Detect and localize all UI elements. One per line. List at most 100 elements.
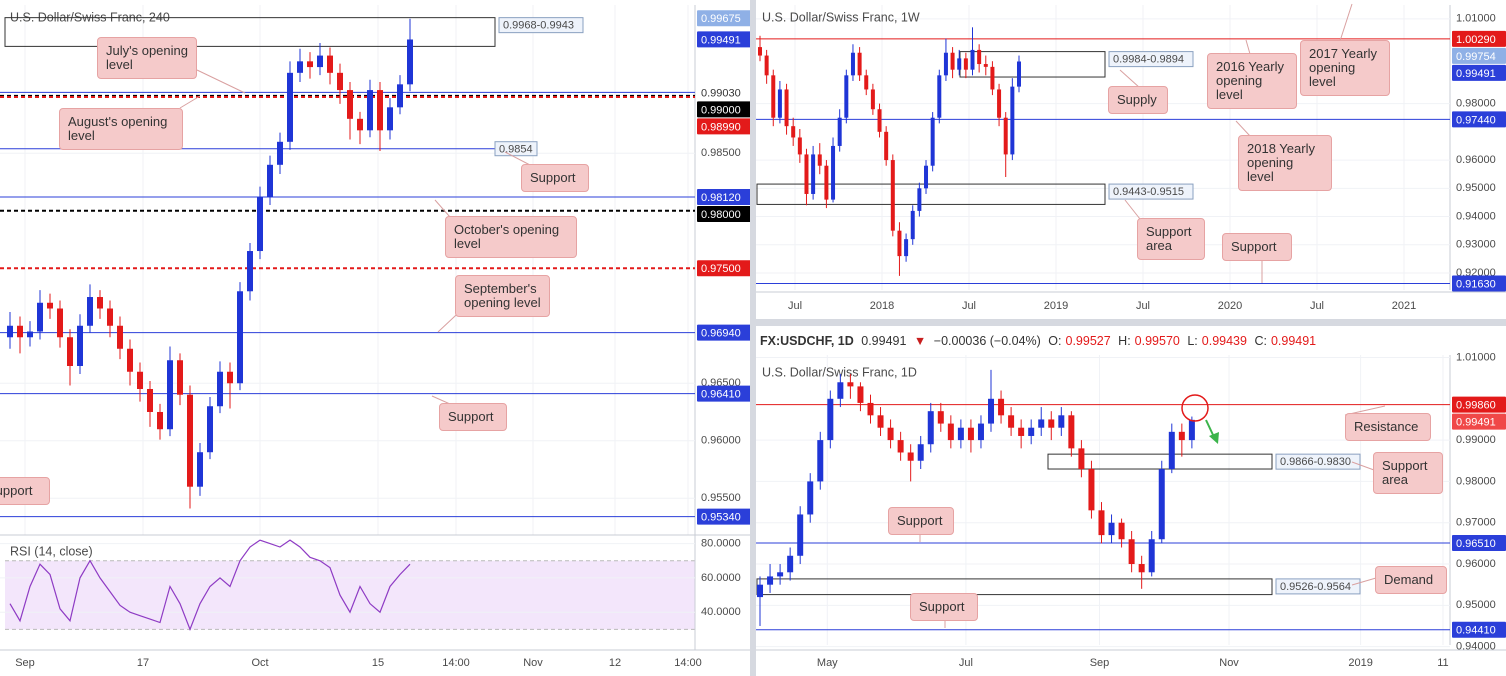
candle-body xyxy=(357,118,363,131)
candle-body xyxy=(943,52,948,76)
x-tick-label: Nov xyxy=(1219,657,1239,669)
candle-body xyxy=(791,126,796,138)
change-arrow: ▼ xyxy=(913,334,927,348)
callout: September's opening level xyxy=(455,275,550,317)
price-badge-label: 0.99491 xyxy=(1456,416,1496,428)
candle-body xyxy=(877,415,884,428)
x-tick-label: Jul xyxy=(1136,300,1150,312)
candle-body xyxy=(407,39,413,85)
y-tick-label: 0.96000 xyxy=(1456,154,1496,166)
y-tick-label: 0.98000 xyxy=(1456,475,1496,487)
candle-body xyxy=(1158,469,1165,540)
candle-body xyxy=(1028,427,1035,436)
candle-body xyxy=(937,411,944,424)
candle-body xyxy=(67,337,73,366)
candle-body xyxy=(904,239,909,257)
candle-body xyxy=(247,251,253,292)
y-tick-label: 0.98000 xyxy=(1456,97,1496,109)
price-badge xyxy=(697,31,750,48)
zone-label-box xyxy=(1108,183,1194,200)
candle-body xyxy=(97,297,103,309)
candle-body xyxy=(387,107,393,131)
x-tick-label: 15 xyxy=(372,657,384,669)
ohlc-value: 0.99439 xyxy=(1201,334,1247,348)
price-badge xyxy=(1452,534,1506,551)
zone-label: 0.9443-0.9515 xyxy=(1113,186,1184,198)
candle-body xyxy=(1168,431,1175,470)
candle-body xyxy=(970,49,975,70)
candle-body xyxy=(857,386,864,403)
price-badge xyxy=(1452,621,1506,638)
candle-body xyxy=(137,371,143,389)
panel-1d: May Jul Sep Nov 2019 11 1.01000 0.99000 0.98000 0… xyxy=(756,351,1506,669)
x-tick-label: 2020 xyxy=(1218,300,1242,312)
candle-body xyxy=(864,75,869,90)
candle-body xyxy=(1138,564,1145,573)
candle-body xyxy=(1003,117,1008,155)
candle-body xyxy=(397,84,403,108)
candle-body xyxy=(764,55,769,76)
candle-body xyxy=(157,411,163,430)
candle-body xyxy=(817,154,822,166)
candle-body xyxy=(17,325,23,338)
price-badge-label: 0.96510 xyxy=(1456,538,1496,550)
price-badge-label: 1.00290 xyxy=(1456,34,1496,46)
change: −0.00036 (−0.04%) xyxy=(933,334,1041,348)
candle-body xyxy=(757,584,764,598)
price-badge-label: 0.97440 xyxy=(1456,114,1496,126)
x-tick-label: 11 xyxy=(1437,657,1448,669)
candle-body xyxy=(1078,448,1085,470)
highlight-circle xyxy=(1181,394,1209,422)
candle-body xyxy=(217,371,223,407)
candle-body xyxy=(307,61,313,68)
zone xyxy=(756,183,1106,205)
candle-body xyxy=(237,291,243,384)
ohlc-label: L: xyxy=(1187,334,1198,348)
candle-body xyxy=(337,72,343,91)
candle-body xyxy=(850,52,855,76)
y-tick-label: 0.94000 xyxy=(1456,641,1496,653)
candle-body xyxy=(847,382,854,387)
candle-body xyxy=(1038,419,1045,428)
price-badge-label: 0.98120 xyxy=(701,192,741,204)
y-tick-label: 40.0000 xyxy=(701,606,741,618)
candle-body xyxy=(857,52,862,76)
candle-body xyxy=(197,452,203,487)
candle-body xyxy=(977,423,984,441)
price-badge-label: 0.96410 xyxy=(701,388,741,400)
zone xyxy=(4,17,496,47)
x-tick-label: Jul xyxy=(962,300,976,312)
candle-body xyxy=(837,117,842,146)
y-tick-label: 0.95000 xyxy=(1456,599,1496,611)
callout: Demand xyxy=(1375,566,1447,594)
symbol-header: FX:USDCHF, 1D 0.99491 ▼ −0.00036 (−0.04%… xyxy=(760,334,1320,348)
zone-label-box xyxy=(1275,578,1361,595)
candle-body xyxy=(777,572,784,577)
price-badge-label: 0.96940 xyxy=(701,328,741,340)
candle-body xyxy=(804,154,809,194)
ohlc-label: C: xyxy=(1254,334,1267,348)
callout: 2018 Yearly opening level xyxy=(1238,135,1332,191)
callout: Supply xyxy=(1108,86,1168,114)
price-badge xyxy=(697,118,750,135)
candle-body xyxy=(831,145,836,200)
price-badge xyxy=(697,324,750,341)
y-tick-label: 0.95000 xyxy=(1456,182,1496,194)
x-tick-label: Sep xyxy=(15,657,35,669)
candle-body xyxy=(47,302,53,309)
y-tick-label: 0.99000 xyxy=(1456,434,1496,446)
price-badge-label: 0.94410 xyxy=(1456,625,1496,637)
candle-body xyxy=(917,444,924,461)
price-badge xyxy=(1452,47,1506,64)
price-badge xyxy=(697,101,750,118)
price-badge xyxy=(1452,111,1506,128)
candle-body xyxy=(1108,522,1115,536)
panel xyxy=(756,326,1506,676)
zone-label: 0.9866-0.9830 xyxy=(1280,456,1351,468)
callout: Support xyxy=(439,403,507,431)
chart-title: U.S. Dollar/Swiss Franc, 1D xyxy=(762,365,917,379)
price-badge-label: 0.91630 xyxy=(1456,278,1496,290)
candle-body xyxy=(1068,415,1075,449)
callout: October's opening level xyxy=(445,216,577,258)
candle-body xyxy=(177,360,183,395)
